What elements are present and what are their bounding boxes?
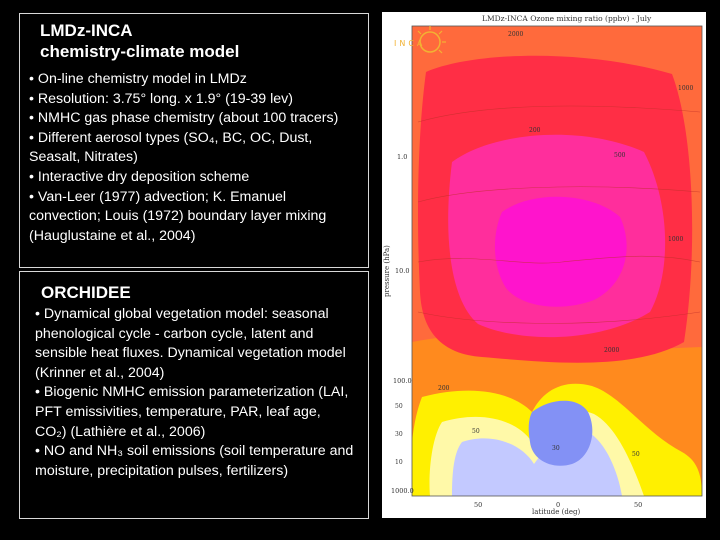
y-tick-label: 1.0: [397, 153, 407, 161]
orchidee-text-panel: ORCHIDEE • Dynamical global vegetation m…: [19, 271, 369, 519]
orchidee-bullet: • Biogenic NMHC emission parameterizatio…: [35, 384, 349, 440]
contour-label: 50: [632, 451, 640, 458]
contour-lines: [417, 105, 701, 324]
inca-bullet: • Resolution: 3.75° long. x 1.9° (19-39 …: [29, 90, 293, 107]
contour-label: 50: [472, 428, 480, 435]
contour-label: 200: [529, 127, 541, 134]
inca-bullet: • Different aerosol types (SO₄, BC, OC, …: [29, 129, 313, 166]
plot-frame: [411, 25, 703, 497]
ozone-contour-svg: LMDz-INCA Ozone mixing ratio (ppbv) - Ju…: [383, 14, 703, 516]
x-tick-label: 50: [474, 501, 482, 509]
x-tick-label: 0: [556, 501, 560, 509]
inca-title: LMDz-INCA chemistry-climate model: [40, 20, 239, 62]
inca-bullet: • NMHC gas phase chemistry (about 100 tr…: [29, 110, 339, 127]
contour-label: 500: [614, 152, 626, 159]
inca-logo: INCA: [394, 26, 446, 54]
figure-title: LMDz-INCA Ozone mixing ratio (ppbv) - Ju…: [482, 14, 652, 23]
contour-label: 200: [438, 385, 450, 392]
inca-bullet: • Van-Leer (1977) advection; K. Emanuel …: [29, 188, 327, 244]
inca-title-line2: chemistry-climate model: [40, 42, 240, 61]
y-tick-label: 10.0: [395, 267, 409, 275]
y-minor-tick-label: 30: [395, 431, 403, 438]
orchidee-bullet: • Dynamical global vegetation model: sea…: [35, 306, 346, 381]
y-axis-label: pressure (hPa): [383, 245, 391, 297]
contour-label: 2000: [508, 31, 523, 38]
inca-bullet: • Interactive dry deposition scheme: [29, 168, 250, 185]
x-axis-label: latitude (deg): [532, 508, 580, 516]
orchidee-bullet: • NO and NH₃ soil emissions (soil temper…: [35, 443, 354, 479]
y-minor-tick-label: 50: [395, 403, 403, 410]
x-tick-label: 50: [634, 501, 642, 509]
contour-label: 1000: [678, 85, 693, 92]
y-tick-label: 1000.0: [391, 487, 414, 495]
contour-magenta-core: [494, 196, 627, 307]
orchidee-bullet-list: • Dynamical global vegetation model: sea…: [35, 305, 355, 481]
inca-title-line1: LMDz-INCA: [40, 21, 133, 40]
contour-blue-core: [528, 400, 593, 466]
contour-label: 1000: [668, 236, 683, 243]
inca-text-panel: LMDz-INCA chemistry-climate model • On-l…: [19, 13, 369, 268]
orchidee-title: ORCHIDEE: [41, 283, 131, 302]
contour-label: 2000: [604, 347, 619, 354]
inca-bullet: • On-line chemistry model in LMDz: [29, 71, 247, 87]
contour-label: 30: [552, 445, 560, 452]
inca-logo-text: INCA: [394, 39, 425, 48]
y-minor-tick-label: 10: [395, 459, 403, 466]
inca-bullet-list: • On-line chemistry model in LMDz • Reso…: [29, 70, 359, 246]
ozone-contour-figure: LMDz-INCA Ozone mixing ratio (ppbv) - Ju…: [382, 12, 706, 518]
y-tick-label: 100.0: [393, 377, 412, 385]
